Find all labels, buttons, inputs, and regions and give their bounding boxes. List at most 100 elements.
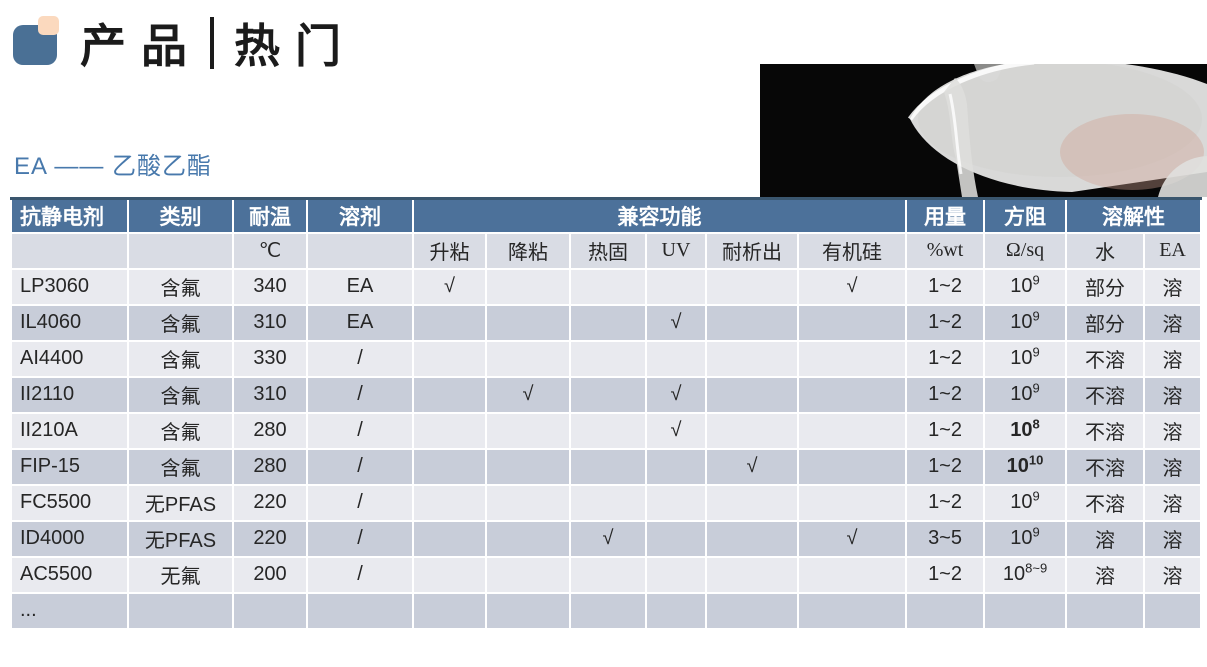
cell-compat-viscosity-up (412, 411, 487, 450)
cell-resistance: 108 (983, 411, 1068, 450)
cell-temp: 220 (232, 483, 308, 522)
cell-solvent: / (306, 447, 414, 486)
cell-compat-viscosity-up: √ (412, 267, 487, 306)
cell-water: 部分 (1065, 303, 1146, 342)
cell-solvent: / (306, 555, 414, 594)
table-units-row: ℃ 升粘 降粘 热固 UV 耐析出 有机硅 %wt Ω/sq 水 EA (10, 231, 1203, 270)
cell-compat-precipitation (705, 591, 799, 630)
cell-compat-precipitation (705, 267, 799, 306)
table-row: AC5500 无氟 200 / 1~2 108~9 溶 溶 (10, 555, 1203, 594)
cell-resistance: 109 (983, 519, 1068, 558)
cell-compat-viscosity-down (485, 483, 571, 522)
cell-water: 不溶 (1065, 447, 1146, 486)
cell-compat-viscosity-up (412, 303, 487, 342)
table-row: ID4000 无PFAS 220 / √ √ 3~5 109 溶 溶 (10, 519, 1203, 558)
table-row: FC5500 无PFAS 220 / 1~2 109 不溶 溶 (10, 483, 1203, 522)
cell-resistance: 109 (983, 375, 1068, 414)
cell-compat-viscosity-down (485, 411, 571, 450)
cell-compat-uv (645, 555, 707, 594)
cell-compat-viscosity-down (485, 339, 571, 378)
cell-compat-thermoset: √ (569, 519, 647, 558)
unit-compat-precipitation: 耐析出 (705, 231, 799, 270)
header-solvent: 溶剂 (306, 197, 414, 234)
cell-compat-silicone (796, 411, 908, 450)
header-temp: 耐温 (232, 197, 308, 234)
cell-compat-precipitation (705, 519, 799, 558)
unit-solvent (306, 231, 414, 270)
cell-compat-viscosity-down (485, 303, 571, 342)
cell-resistance: 109 (983, 339, 1068, 378)
cell-water: 不溶 (1065, 411, 1146, 450)
cell-resistance: 109 (983, 267, 1068, 306)
cell-water: 不溶 (1065, 483, 1146, 522)
cell-compat-viscosity-down (485, 519, 571, 558)
cell-ea: 溶 (1143, 339, 1203, 378)
cell-temp: 310 (232, 375, 308, 414)
header-dosage: 用量 (905, 197, 986, 234)
cell-dosage: 1~2 (905, 483, 986, 522)
unit-compat-thermoset: 热固 (569, 231, 647, 270)
cell-water: 不溶 (1065, 339, 1146, 378)
unit-compat-silicone: 有机硅 (796, 231, 908, 270)
cell-compat-silicone (796, 375, 908, 414)
cell-ea: 溶 (1143, 483, 1203, 522)
cell-solvent: EA (306, 303, 414, 342)
cell-category: 含氟 (127, 411, 234, 450)
unit-dosage: %wt (905, 231, 986, 270)
pouring-liquid-illustration (760, 64, 1207, 197)
cell-compat-silicone (796, 303, 908, 342)
cell-compat-uv (645, 339, 707, 378)
cell-dosage: 1~2 (905, 555, 986, 594)
cell-solvent (306, 591, 414, 630)
cell-compat-uv (645, 591, 707, 630)
cell-compat-thermoset (569, 339, 647, 378)
unit-agent (10, 231, 129, 270)
cell-compat-precipitation (705, 483, 799, 522)
cell-category: 无PFAS (127, 483, 234, 522)
cell-dosage (905, 591, 986, 630)
cell-category: 无氟 (127, 555, 234, 594)
cell-compat-silicone (796, 591, 908, 630)
cell-water: 部分 (1065, 267, 1146, 306)
cell-compat-uv (645, 519, 707, 558)
cell-compat-silicone (796, 447, 908, 486)
cell-ea: 溶 (1143, 411, 1203, 450)
cell-category: 含氟 (127, 447, 234, 486)
header-resistance: 方阻 (983, 197, 1068, 234)
cell-compat-thermoset (569, 411, 647, 450)
unit-temp: ℃ (232, 231, 308, 270)
unit-compat-viscosity-down: 降粘 (485, 231, 571, 270)
cell-water: 不溶 (1065, 375, 1146, 414)
table-row: ... (10, 591, 1203, 630)
cell-compat-silicone: √ (796, 519, 908, 558)
cell-compat-uv (645, 267, 707, 306)
cell-product-name: IL4060 (10, 303, 129, 342)
cell-category (127, 591, 234, 630)
cell-temp: 200 (232, 555, 308, 594)
unit-water: 水 (1065, 231, 1146, 270)
cell-compat-silicone (796, 339, 908, 378)
cell-solvent: / (306, 375, 414, 414)
table-row: AI4400 含氟 330 / 1~2 109 不溶 溶 (10, 339, 1203, 378)
cell-temp: 340 (232, 267, 308, 306)
cell-compat-viscosity-up (412, 555, 487, 594)
logo (13, 14, 63, 66)
cell-resistance: 109 (983, 303, 1068, 342)
cell-resistance: 109 (983, 483, 1068, 522)
cell-product-name: II2110 (10, 375, 129, 414)
cell-resistance: 108~9 (983, 555, 1068, 594)
cell-ea: 溶 (1143, 555, 1203, 594)
cell-ea: 溶 (1143, 447, 1203, 486)
cell-water: 溶 (1065, 519, 1146, 558)
cell-dosage: 1~2 (905, 375, 986, 414)
cell-compat-uv (645, 447, 707, 486)
cell-compat-thermoset (569, 483, 647, 522)
cell-compat-silicone (796, 555, 908, 594)
unit-resistance: Ω/sq (983, 231, 1068, 270)
cell-compat-precipitation (705, 303, 799, 342)
cell-compat-precipitation (705, 339, 799, 378)
cell-category: 含氟 (127, 375, 234, 414)
cell-compat-precipitation (705, 375, 799, 414)
cell-dosage: 3~5 (905, 519, 986, 558)
